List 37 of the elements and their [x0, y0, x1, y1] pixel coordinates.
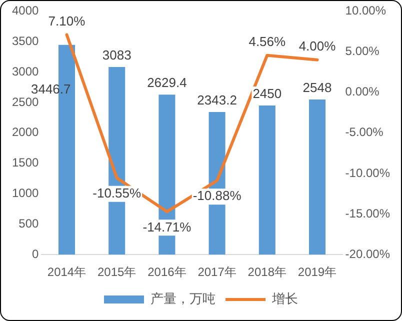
y2-tick-label: -5.00% [345, 125, 384, 140]
y-tick-label: 3500 [12, 34, 40, 48]
data-label: 2548 [302, 80, 332, 96]
x-tick-label: 2018年 [248, 265, 287, 280]
data-label: -10.88% [192, 188, 242, 204]
x-tick-label: 2016年 [148, 265, 186, 280]
data-label: -14.71% [142, 219, 192, 234]
y-tick-label: 2500 [12, 94, 40, 109]
y2-tick-label: -15.00% [345, 206, 390, 220]
y2-tick-label: -20.00% [345, 246, 390, 261]
y2-tick-label: -10.00% [345, 166, 390, 180]
x-tick-label: 2017年 [198, 265, 236, 280]
y-tick-label: 4000 [12, 4, 40, 18]
y-tick-label: 500 [18, 216, 40, 230]
data-label: 2343.2 [197, 92, 237, 108]
x-tick-label: 2015年 [97, 265, 136, 280]
legend-label: 增长 [271, 291, 298, 306]
y-tick-label: 1000 [12, 186, 40, 200]
data-label: 4.56% [248, 34, 286, 49]
y-tick-label: 3000 [12, 64, 40, 78]
y2-tick-label: 5.00% [345, 44, 380, 58]
x-tick-label: 2014年 [47, 265, 86, 280]
data-label: 7.10% [48, 13, 86, 28]
data-label: -10.55% [92, 186, 142, 201]
data-label: 4.00% [298, 38, 336, 54]
x-tick-label: 2019年 [298, 265, 337, 280]
y-tick-label: 0 [32, 246, 40, 261]
y-tick-label: 2000 [12, 125, 40, 140]
legend-label: 产量，万吨 [150, 291, 216, 306]
data-label: 3083 [102, 48, 132, 63]
data-label: 2629.4 [147, 75, 187, 90]
bar [258, 106, 276, 255]
y2-tick-label: 10.00% [345, 4, 386, 18]
y2-tick-label: 0.00% [345, 84, 380, 99]
y-tick-label: 1500 [12, 156, 40, 170]
data-label: 2450 [252, 86, 282, 102]
bar [308, 100, 326, 255]
